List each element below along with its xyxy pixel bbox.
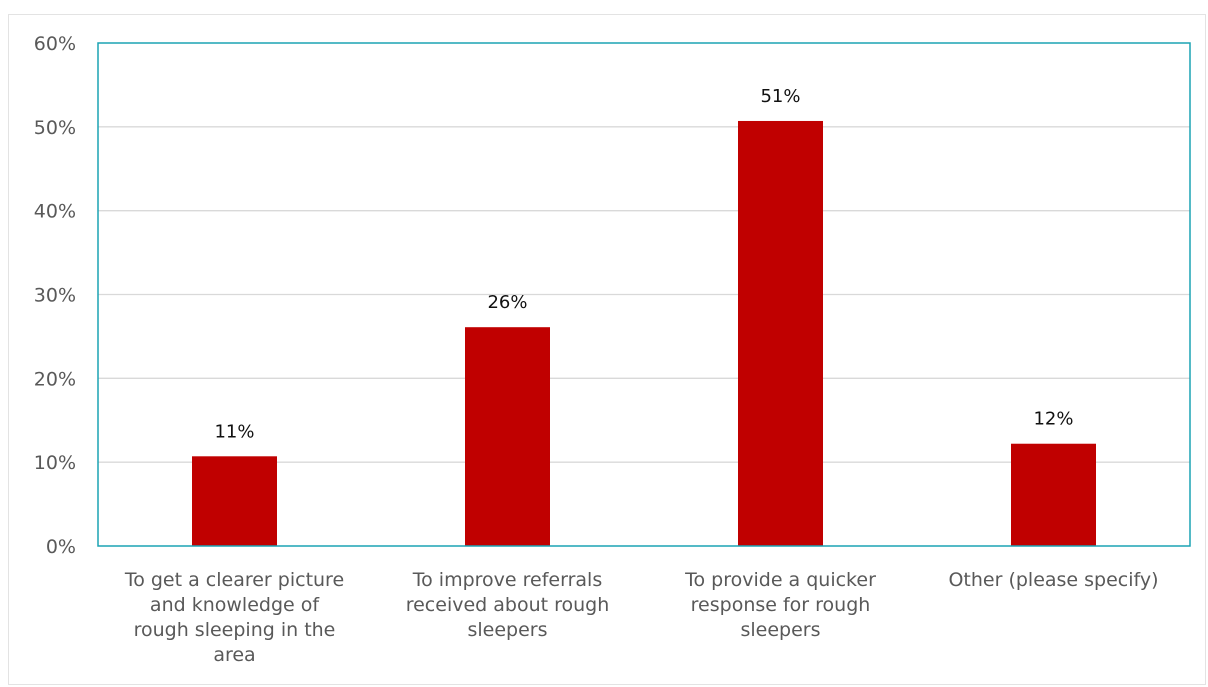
category-label: rough sleeping in the (134, 619, 336, 641)
chart-frame (8, 14, 1206, 685)
data-label: 51% (760, 86, 800, 107)
category-label: response for rough (691, 594, 871, 616)
data-label: 26% (487, 292, 527, 313)
category-labels: To get a clearer picture and knowledge of… (124, 569, 1159, 666)
y-tick-label: 0% (46, 536, 76, 558)
category-label: and knowledge of (150, 594, 320, 616)
category-label: sleepers (740, 619, 820, 641)
category-label: Other (please specify) (948, 569, 1158, 591)
y-tick-label: 20% (34, 368, 76, 390)
y-tick-label: 10% (34, 452, 76, 474)
category-label: received about rough (406, 594, 610, 616)
data-label: 12% (1033, 409, 1073, 430)
data-labels: 11% 26% 51% 12% (214, 86, 1073, 442)
data-label: 11% (214, 421, 254, 442)
category-label: area (213, 644, 255, 666)
bars (192, 120, 1096, 546)
y-axis-tick-labels: 0% 10% 20% 30% 40% 50% 60% (34, 33, 76, 558)
category-label: To improve referrals (412, 569, 602, 591)
gridlines (98, 126, 1190, 463)
y-tick-label: 60% (34, 33, 76, 55)
bar (1011, 443, 1096, 546)
category-label: sleepers (467, 619, 547, 641)
y-tick-label: 40% (34, 201, 76, 223)
category-label: To provide a quicker (684, 569, 876, 591)
y-tick-label: 30% (34, 285, 76, 307)
bar (738, 120, 823, 546)
category-label: To get a clearer picture (124, 569, 344, 591)
plot-area-border (97, 42, 1191, 547)
bar (192, 456, 277, 546)
bar (465, 327, 550, 546)
y-tick-label: 50% (34, 117, 76, 139)
